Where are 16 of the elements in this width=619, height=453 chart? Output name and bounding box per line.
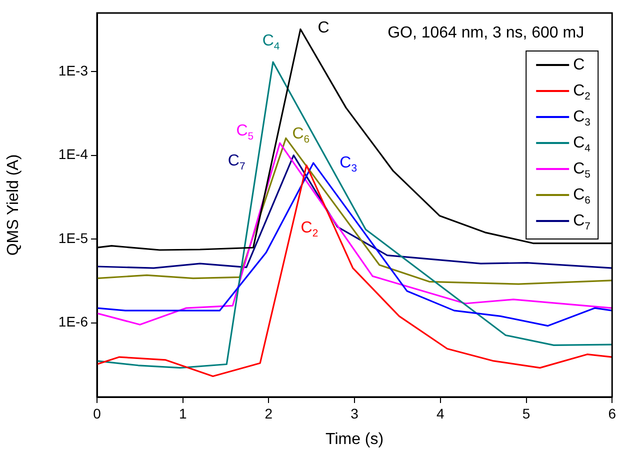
x-tick-label: 2 xyxy=(264,405,273,422)
annotation: GO, 1064 nm, 3 ns, 600 mJ xyxy=(388,24,584,42)
y-tick-label: 1E-5 xyxy=(58,230,88,246)
x-tick-label: 4 xyxy=(436,405,445,422)
x-tick-label: 6 xyxy=(608,405,616,422)
x-tick-label: 1 xyxy=(178,405,187,422)
y-tick-label: 1E-6 xyxy=(58,314,88,330)
x-tick-label: 3 xyxy=(350,405,359,422)
legend-label: C xyxy=(573,56,585,74)
x-tick-label: 5 xyxy=(522,405,530,422)
text: C xyxy=(318,20,330,37)
y-tick-label: 1E-3 xyxy=(58,62,88,78)
y-axis-title: QMS Yield (A) xyxy=(5,154,22,256)
x-tick-label: 0 xyxy=(93,405,102,422)
y-tick-label: 1E-4 xyxy=(58,146,88,162)
x-axis-title: Time (s) xyxy=(326,430,384,448)
